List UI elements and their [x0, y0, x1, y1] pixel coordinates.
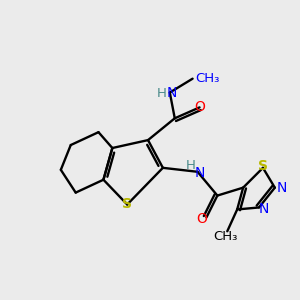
Text: N: N	[167, 85, 177, 100]
Text: N: N	[194, 166, 205, 180]
Text: N: N	[259, 202, 269, 216]
Text: H: H	[186, 159, 196, 172]
Text: CH₃: CH₃	[196, 72, 220, 85]
Text: H: H	[157, 87, 167, 100]
Text: O: O	[194, 100, 205, 114]
Text: O: O	[196, 212, 207, 226]
Text: S: S	[258, 159, 268, 173]
Text: S: S	[122, 197, 132, 212]
Text: N: N	[277, 181, 287, 195]
Text: CH₃: CH₃	[213, 230, 238, 243]
